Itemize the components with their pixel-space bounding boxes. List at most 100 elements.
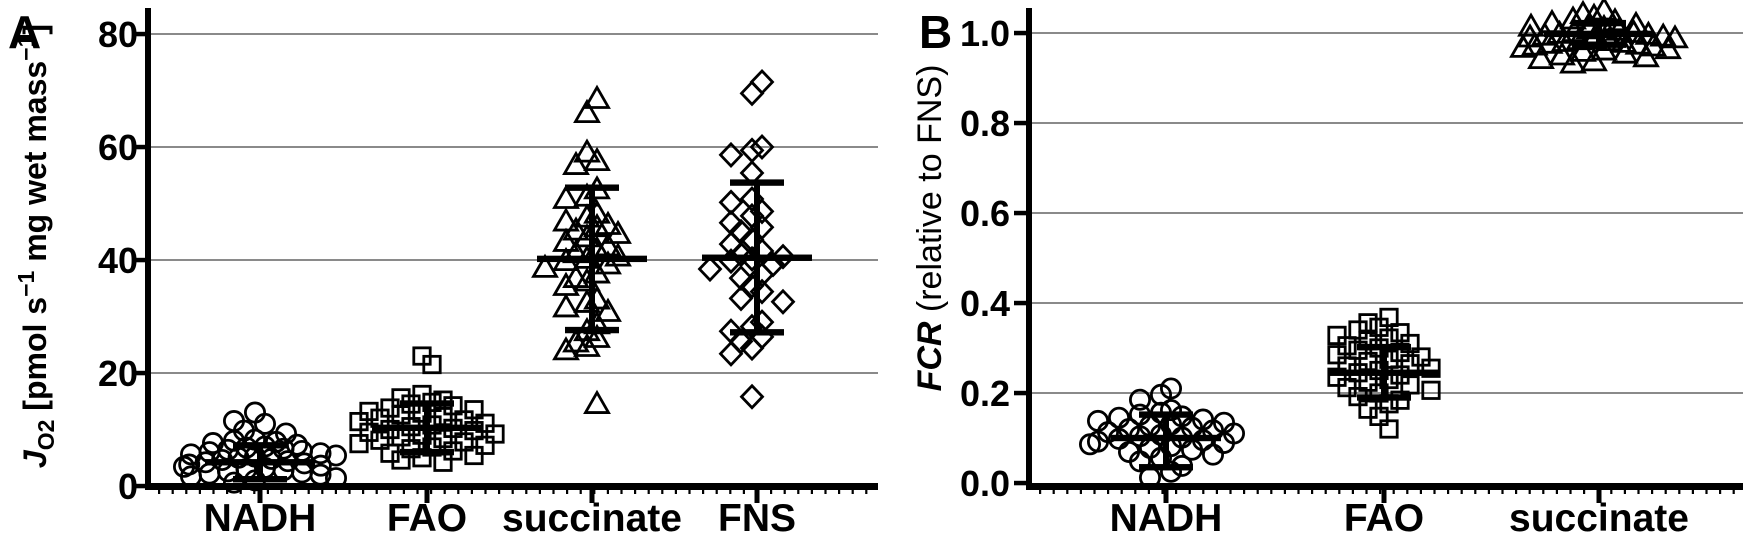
y-tick xyxy=(1014,300,1027,306)
x-minor-tick xyxy=(1215,489,1218,494)
x-minor-tick xyxy=(334,489,337,494)
y-tick xyxy=(133,144,146,150)
triangle-marker xyxy=(573,98,601,123)
triangle-marker xyxy=(573,138,601,163)
x-minor-tick xyxy=(348,489,351,494)
x-tick xyxy=(589,490,595,503)
circle-marker xyxy=(1202,443,1225,466)
y-axis-label: JO2​ [pmol s−1​ mg wet mass−1​] xyxy=(13,24,59,468)
y-axis-line xyxy=(145,8,151,490)
mean-bar xyxy=(1111,434,1221,442)
sd-cap-bottom xyxy=(1572,41,1626,48)
y-tick-label: 0.0 xyxy=(960,463,1010,504)
y-tick-label: 0.4 xyxy=(960,283,1010,324)
circle-marker xyxy=(309,454,332,477)
square-marker xyxy=(1379,307,1399,328)
y-tick xyxy=(133,257,146,263)
x-minor-tick xyxy=(851,489,854,494)
y-tick-label: 40 xyxy=(98,240,138,281)
x-minor-tick xyxy=(729,489,732,494)
x-minor-tick xyxy=(1678,489,1681,494)
triangle-marker xyxy=(583,389,611,414)
sd-cap-bottom xyxy=(1357,394,1411,401)
sd-cap-top xyxy=(1357,343,1411,351)
panel-b-letter: B xyxy=(919,6,952,58)
sd-cap-bottom xyxy=(233,476,287,483)
x-minor-tick xyxy=(1188,489,1191,494)
x-minor-tick xyxy=(402,489,405,494)
diamond-marker xyxy=(739,80,765,107)
circle-marker xyxy=(1129,450,1152,473)
square-marker xyxy=(485,424,505,444)
diamond-marker xyxy=(770,288,796,315)
circle-marker xyxy=(309,463,332,486)
triangle-marker xyxy=(1559,49,1587,74)
square-marker xyxy=(422,354,442,375)
x-minor-tick xyxy=(797,489,800,494)
x-minor-tick xyxy=(1229,489,1232,494)
diamond-marker xyxy=(718,340,744,367)
x-minor-tick xyxy=(498,489,501,494)
diamond-marker xyxy=(770,243,796,270)
x-minor-tick xyxy=(1161,489,1164,494)
x-minor-tick xyxy=(783,489,786,494)
y-tick xyxy=(1014,210,1027,216)
x-minor-tick xyxy=(1691,489,1694,494)
triangle-marker xyxy=(1609,28,1638,53)
x-minor-tick xyxy=(266,489,269,494)
sd-cap-top xyxy=(400,400,454,407)
x-minor-tick xyxy=(620,489,623,494)
triangle-marker xyxy=(1632,42,1660,68)
panel-B: 0.0 0.2 0.4 0.6 0.8 1.0 NADH FAO succinate FCR (r… xyxy=(911,0,1743,535)
x-minor-tick xyxy=(1637,489,1640,494)
circle-marker xyxy=(309,442,332,465)
x-minor-tick xyxy=(484,489,487,494)
square-marker xyxy=(1379,349,1399,369)
square-marker xyxy=(1369,406,1389,427)
circle-marker xyxy=(324,444,347,467)
x-minor-tick xyxy=(1732,489,1735,494)
circle-marker xyxy=(198,462,221,485)
mean-sd-bars xyxy=(1544,19,1654,48)
x-minor-tick xyxy=(1392,489,1395,494)
x-minor-tick xyxy=(253,489,256,494)
square-marker xyxy=(475,435,495,455)
x-minor-tick xyxy=(1039,489,1042,494)
triangle-marker xyxy=(594,297,622,322)
x-minor-tick xyxy=(1583,489,1586,494)
square-marker xyxy=(464,445,484,466)
x-minor-tick xyxy=(1623,489,1626,494)
triangle-marker xyxy=(562,328,590,353)
y-tick xyxy=(1014,480,1027,486)
x-tick xyxy=(424,490,430,503)
square-marker xyxy=(1327,345,1347,365)
x-axis-line xyxy=(1026,483,1743,490)
x-minor-tick xyxy=(1338,489,1341,494)
square-marker xyxy=(1327,367,1347,387)
circle-marker xyxy=(1160,460,1183,483)
diamond-marker xyxy=(749,68,775,96)
x-minor-tick xyxy=(1379,489,1382,494)
sd-cap-top xyxy=(1572,19,1626,27)
sd-cap-bottom xyxy=(730,329,784,336)
x-minor-tick xyxy=(1052,489,1055,494)
gridline xyxy=(151,146,878,148)
square-marker xyxy=(1421,380,1441,400)
x-minor-tick xyxy=(1447,489,1450,494)
x-minor-tick xyxy=(865,489,868,494)
triangle-marker xyxy=(1527,44,1555,69)
x-minor-tick xyxy=(1705,489,1708,494)
x-minor-tick xyxy=(525,489,528,494)
x-tick xyxy=(257,490,263,503)
x-minor-tick xyxy=(1515,489,1518,494)
x-minor-tick xyxy=(661,489,664,494)
x-minor-tick xyxy=(1664,489,1667,494)
triangle-marker xyxy=(552,293,580,318)
diamond-marker xyxy=(718,141,744,168)
square-marker xyxy=(1369,383,1389,403)
x-minor-tick xyxy=(742,489,745,494)
x-minor-tick xyxy=(674,489,677,494)
sd-cap-top xyxy=(1139,411,1193,418)
triangle-marker xyxy=(583,146,611,172)
x-minor-tick xyxy=(1528,489,1531,494)
